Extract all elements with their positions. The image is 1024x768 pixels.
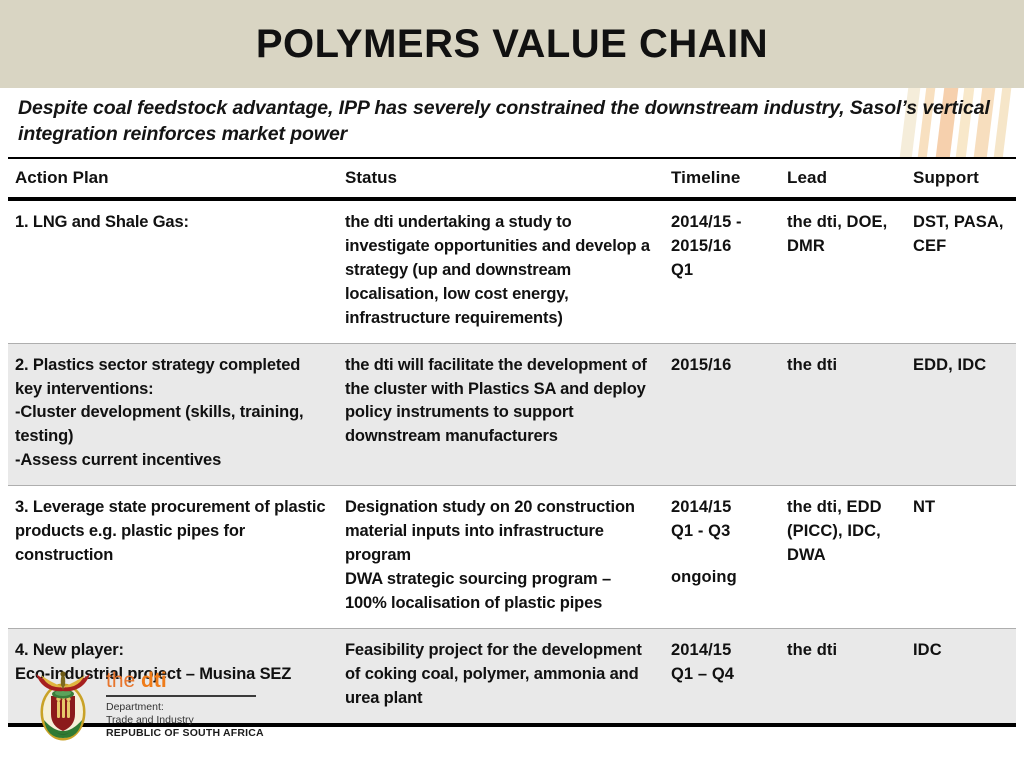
cell-support: NT: [906, 485, 1016, 629]
cell-lead: the dti, DOE, DMR: [780, 199, 906, 344]
timeline-spacer: [671, 544, 772, 566]
column-header-status: Status: [338, 157, 664, 201]
timeline-line: 2014/15: [671, 640, 732, 659]
table-row: 1. LNG and Shale Gas: the dti undertakin…: [8, 199, 1016, 344]
dti-wordmark: the dti: [106, 670, 264, 691]
cell-status: Designation study on 20 construction mat…: [338, 485, 664, 629]
cell-status: Feasibility project for the development …: [338, 628, 664, 727]
cell-support: DST, PASA, CEF: [906, 199, 1016, 344]
department-line-2: Trade and Industry: [106, 713, 194, 726]
action-plan-table-wrapper: Action Plan Status Timeline Lead Support…: [8, 157, 1016, 727]
cell-support: EDD, IDC: [906, 343, 1016, 487]
table-body: 1. LNG and Shale Gas: the dti undertakin…: [8, 199, 1016, 727]
dti-logo-text: the dti Department: Trade and Industry R…: [106, 668, 264, 740]
dti-logo: the dti Department: Trade and Industry R…: [30, 668, 330, 752]
timeline-line: 2014/15 -: [671, 213, 742, 231]
logo-divider: [106, 695, 256, 697]
table-row: 2. Plastics sector strategy completed ke…: [8, 343, 1016, 487]
cell-timeline: 2015/16: [664, 343, 780, 487]
cell-timeline: 2014/15 - 2015/16 Q1: [664, 199, 780, 344]
cell-timeline: 2014/15 Q1 – Q4: [664, 628, 780, 727]
timeline-line: Q1 – Q4: [671, 664, 735, 683]
dti-dti: dti: [141, 669, 167, 692]
column-header-timeline: Timeline: [664, 157, 780, 201]
timeline-line: ongoing: [671, 568, 737, 587]
table-header: Action Plan Status Timeline Lead Support: [8, 157, 1016, 201]
timeline-line: 2015/16: [671, 355, 732, 374]
department-block: Department: Trade and Industry REPUBLIC …: [106, 701, 264, 740]
dti-the: the: [106, 669, 142, 692]
cell-status: the dti will facilitate the development …: [338, 343, 664, 487]
slide-subtitle: Despite coal feedstock advantage, IPP ha…: [18, 97, 990, 145]
cell-lead: the dti: [780, 343, 906, 487]
department-line-1: Department:: [106, 700, 164, 713]
table-row: 3. Leverage state procurement of plastic…: [8, 485, 1016, 629]
action-plan-table: Action Plan Status Timeline Lead Support…: [8, 157, 1016, 727]
column-header-action-plan: Action Plan: [8, 157, 338, 201]
cell-action-plan: 1. LNG and Shale Gas:: [8, 199, 338, 344]
cell-support: IDC: [906, 628, 1016, 727]
cell-lead: the dti, EDD (PICC), IDC, DWA: [780, 485, 906, 629]
title-band: POLYMERS VALUE CHAIN: [0, 0, 1024, 88]
coat-of-arms-icon: [30, 668, 96, 744]
department-line-3: REPUBLIC OF SOUTH AFRICA: [106, 726, 264, 739]
timeline-line: Q1 - Q3: [671, 522, 731, 541]
column-header-support: Support: [906, 157, 1016, 201]
timeline-line: 2014/15: [671, 498, 732, 517]
table-header-row: Action Plan Status Timeline Lead Support: [8, 157, 1016, 201]
cell-status: the dti undertaking a study to investiga…: [338, 199, 664, 344]
timeline-line: Q1: [671, 260, 694, 279]
cell-action-plan: 2. Plastics sector strategy completed ke…: [8, 343, 338, 487]
cell-lead: the dti: [780, 628, 906, 727]
cell-action-plan: 3. Leverage state procurement of plastic…: [8, 485, 338, 629]
column-header-lead: Lead: [780, 157, 906, 201]
timeline-line: 2015/16: [671, 236, 732, 255]
cell-timeline: 2014/15 Q1 - Q3 ongoing: [664, 485, 780, 629]
table-row: 4. New player: Eco-industrial project – M…: [8, 628, 1016, 727]
slide-title: POLYMERS VALUE CHAIN: [255, 22, 769, 66]
